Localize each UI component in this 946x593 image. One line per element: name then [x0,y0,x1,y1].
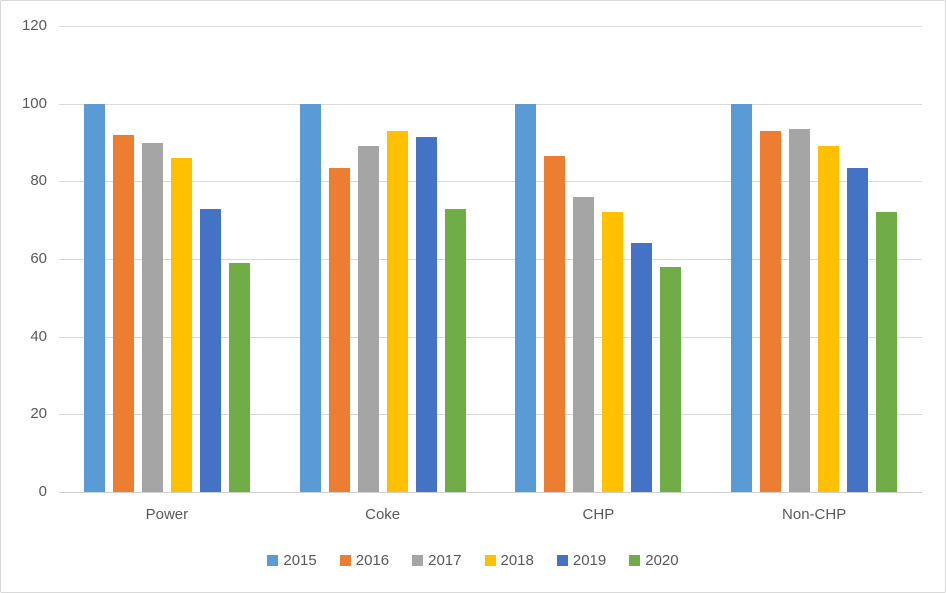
legend-swatch-icon [267,555,279,566]
gridline [59,414,922,416]
bar-group-power [59,26,275,492]
legend-swatch-icon [484,555,496,566]
bar-non-chp-2018 [818,146,840,492]
bar-chp-2016 [544,156,566,492]
bar-chp-2020 [660,266,682,492]
gridline [59,259,922,260]
plot-area [59,26,922,493]
bar-group-chp [491,26,707,492]
legend-swatch-icon [412,555,424,566]
legend-item-2018: 2018 [484,552,534,569]
bar-non-chp-2017 [789,128,811,492]
bar-coke-2017 [357,146,379,492]
x-category-label-coke: Coke [365,506,401,523]
bar-non-chp-2015 [731,103,753,492]
legend-label: 2019 [572,552,607,569]
legend: 2015 2016 2017 2018 2019 2020 [1,552,945,569]
legend-item-2016: 2016 [339,552,390,569]
bar-group-coke [275,26,491,492]
bar-chp-2015 [515,103,537,492]
gridline [59,181,922,183]
x-category-label-power: Power [145,506,189,523]
y-tick-label: 120 [21,17,47,34]
y-tick-label: 40 [30,327,47,345]
bar-chp-2018 [602,212,624,492]
legend-label: 2020 [645,552,679,569]
gridline [59,336,922,338]
bar-non-chp-2019 [847,167,869,492]
x-category-label-non-chp: Non-CHP [782,506,847,523]
bar-power-2015 [83,103,105,492]
gridline [59,103,922,105]
y-tick-label: 60 [30,250,47,267]
y-tick-label: 0 [38,483,47,500]
bar-coke-2020 [444,208,466,492]
legend-swatch-icon [629,555,641,566]
legend-item-2019: 2019 [556,552,607,569]
bar-coke-2018 [386,130,408,492]
x-axis-line [59,492,922,493]
legend-label: 2015 [283,552,317,569]
bar-groups [59,26,922,492]
legend-swatch-icon [556,555,568,566]
bar-chp-2017 [573,196,595,492]
y-tick-label: 80 [30,172,47,190]
bar-power-2017 [141,142,163,492]
legend-item-2017: 2017 [412,552,462,569]
bar-coke-2019 [415,137,437,492]
x-category-label-chp: CHP [582,506,615,523]
y-tick-label: 100 [21,94,47,112]
legend-item-2015: 2015 [267,552,317,569]
bar-coke-2016 [328,167,350,492]
bar-power-2016 [112,134,134,492]
gridline [59,26,922,27]
x-axis-labels: Power Coke CHP Non-CHP [59,506,922,523]
y-tick-label: 20 [30,405,47,423]
bar-chp-2019 [631,243,653,492]
bar-group-non-chp [706,26,922,492]
bar-non-chp-2016 [760,130,782,492]
legend-swatch-icon [339,555,351,566]
legend-item-2020: 2020 [629,552,679,569]
bar-power-2018 [170,158,192,492]
bar-non-chp-2020 [876,212,898,492]
legend-label: 2016 [355,552,390,569]
bar-coke-2015 [299,103,321,492]
bar-power-2020 [228,262,250,492]
legend-label: 2018 [500,552,534,569]
legend-label: 2017 [428,552,462,569]
bar-power-2019 [199,208,221,492]
